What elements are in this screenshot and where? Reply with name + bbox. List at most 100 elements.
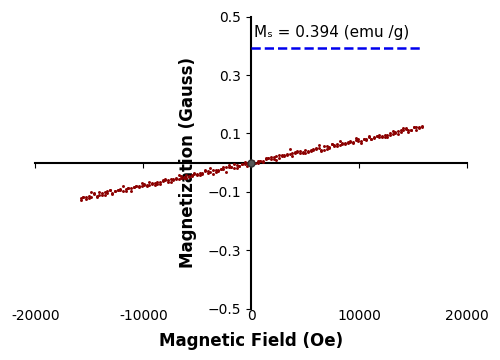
Point: [357, 139, 365, 144]
Point: [399, 127, 407, 133]
Text: 0: 0: [247, 309, 256, 323]
Point: [384, 134, 392, 140]
Point: [111, 188, 119, 194]
Point: [302, 147, 310, 153]
Point: [98, 192, 106, 198]
Point: [380, 134, 388, 140]
Point: [312, 146, 320, 152]
Point: [84, 193, 92, 199]
Point: [402, 125, 410, 131]
Point: [318, 148, 326, 154]
Point: [262, 155, 270, 161]
Point: [365, 133, 373, 139]
Point: [114, 187, 122, 193]
Point: [341, 141, 349, 147]
Point: [214, 168, 222, 174]
Point: [283, 152, 291, 157]
Point: [262, 156, 270, 162]
Point: [230, 161, 238, 167]
Point: [280, 152, 288, 158]
Point: [196, 172, 203, 177]
Point: [222, 164, 230, 170]
Point: [320, 144, 328, 149]
Point: [244, 161, 252, 166]
Point: [333, 141, 341, 147]
Point: [354, 136, 362, 142]
Point: [212, 169, 220, 175]
Point: [80, 194, 88, 200]
Point: [264, 156, 272, 161]
Point: [370, 135, 378, 141]
Point: [185, 174, 193, 179]
Point: [407, 127, 415, 133]
Point: [82, 195, 90, 201]
Point: [386, 130, 394, 136]
Point: [174, 172, 182, 178]
Point: [376, 134, 384, 140]
Point: [306, 147, 314, 153]
Point: [190, 172, 198, 177]
Point: [368, 136, 376, 142]
Point: [209, 167, 217, 173]
Point: [220, 164, 228, 170]
Point: [314, 142, 322, 148]
Point: [228, 164, 235, 170]
Point: [177, 175, 185, 181]
Point: [156, 179, 164, 185]
Point: [143, 183, 151, 189]
Point: [386, 132, 394, 138]
Point: [106, 188, 114, 193]
Point: [132, 184, 140, 189]
Point: [256, 158, 264, 164]
Point: [150, 182, 158, 188]
Point: [415, 125, 423, 131]
Point: [394, 131, 402, 137]
Point: [328, 141, 336, 147]
Point: [127, 188, 135, 193]
Point: [156, 181, 164, 186]
Point: [124, 185, 132, 191]
Point: [291, 149, 299, 155]
Point: [376, 132, 384, 138]
Point: [354, 138, 362, 144]
Point: [259, 158, 267, 163]
Point: [296, 150, 304, 156]
Point: [206, 168, 214, 174]
Point: [232, 162, 240, 168]
Text: 10000: 10000: [337, 309, 381, 323]
Point: [225, 164, 233, 170]
Point: [182, 172, 190, 178]
Text: -20000: -20000: [11, 309, 60, 323]
Point: [180, 175, 188, 181]
Point: [415, 125, 423, 130]
Point: [106, 188, 114, 193]
Point: [76, 195, 84, 201]
Point: [392, 129, 400, 135]
Point: [357, 140, 365, 145]
Point: [378, 133, 386, 139]
Point: [291, 150, 299, 156]
Text: 20000: 20000: [445, 309, 489, 323]
Point: [312, 145, 320, 150]
Point: [212, 167, 220, 173]
Point: [240, 159, 248, 165]
Point: [114, 188, 122, 193]
Point: [95, 189, 103, 195]
Point: [254, 160, 262, 166]
Point: [204, 170, 212, 175]
Point: [119, 189, 127, 194]
Point: [410, 125, 418, 130]
Point: [228, 164, 235, 170]
Point: [111, 188, 119, 194]
Point: [148, 180, 156, 186]
Point: [349, 139, 357, 145]
Point: [169, 177, 177, 183]
Point: [412, 125, 420, 130]
Point: [172, 176, 180, 182]
Point: [280, 154, 288, 159]
Point: [162, 177, 170, 183]
Point: [166, 179, 174, 185]
Point: [174, 176, 182, 182]
Point: [222, 169, 230, 175]
Point: [236, 163, 244, 169]
